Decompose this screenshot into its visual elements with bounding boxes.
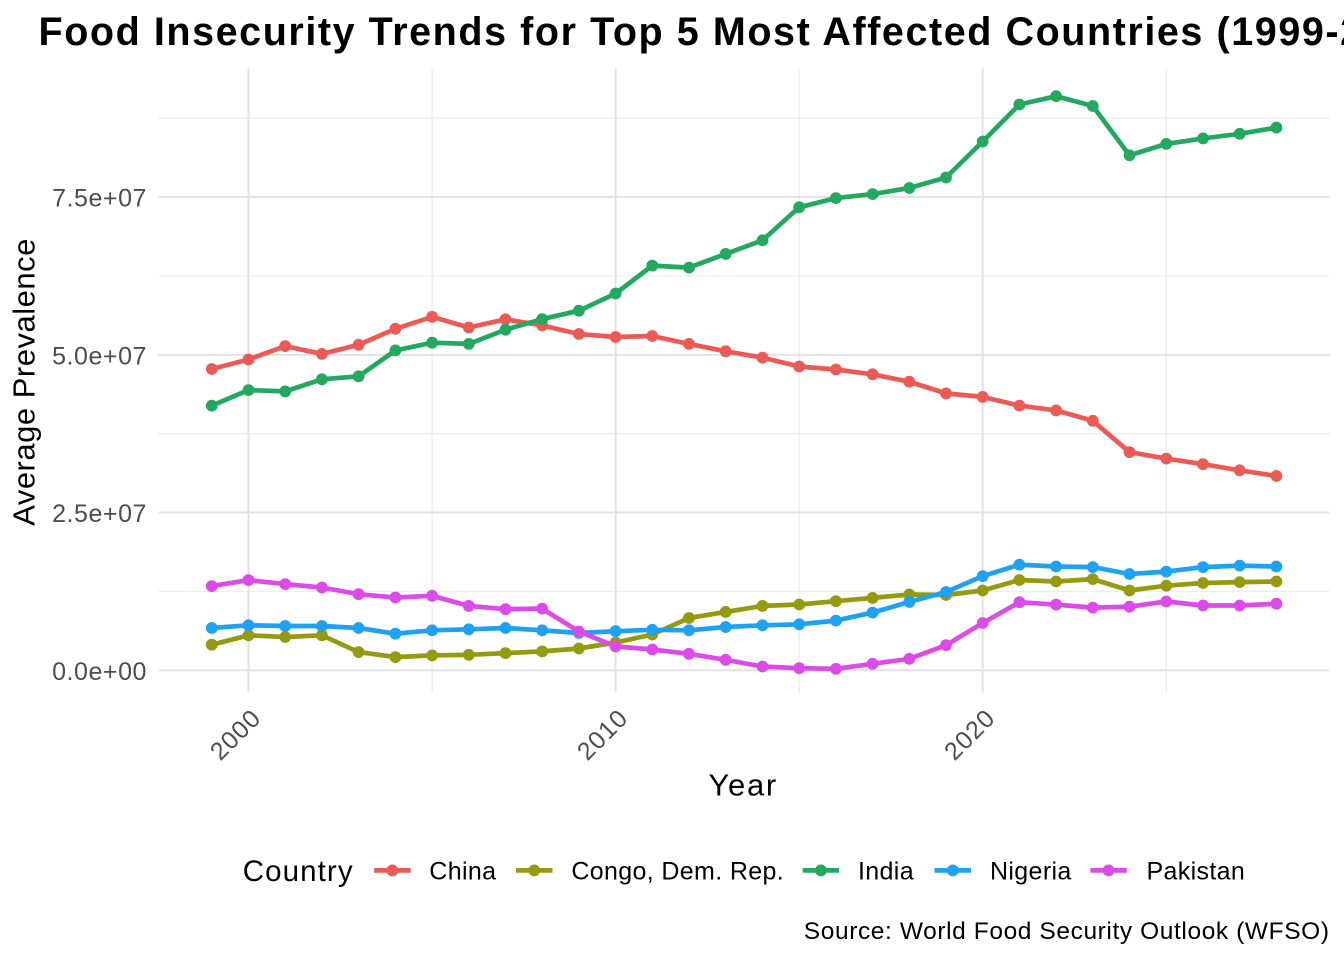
svg-text:5.0e+07: 5.0e+07 [52,343,147,371]
svg-text:Congo, Dem. Rep.: Congo, Dem. Rep. [571,857,784,885]
svg-text:India: India [858,857,914,885]
svg-text:Country: Country [243,855,354,888]
svg-text:Average Prevalence: Average Prevalence [7,238,42,526]
svg-text:Year: Year [708,768,777,803]
svg-text:Nigeria: Nigeria [990,857,1072,885]
svg-text:0.0e+00: 0.0e+00 [52,658,147,686]
svg-text:Source: World Food Security Ou: Source: World Food Security Outlook (WFS… [804,918,1330,945]
svg-text:Food Insecurity Trends for Top: Food Insecurity Trends for Top 5 Most Af… [39,10,1344,54]
svg-text:2.5e+07: 2.5e+07 [52,500,147,528]
svg-text:China: China [429,857,496,885]
svg-text:7.5e+07: 7.5e+07 [52,185,147,213]
svg-text:Pakistan: Pakistan [1147,857,1246,885]
